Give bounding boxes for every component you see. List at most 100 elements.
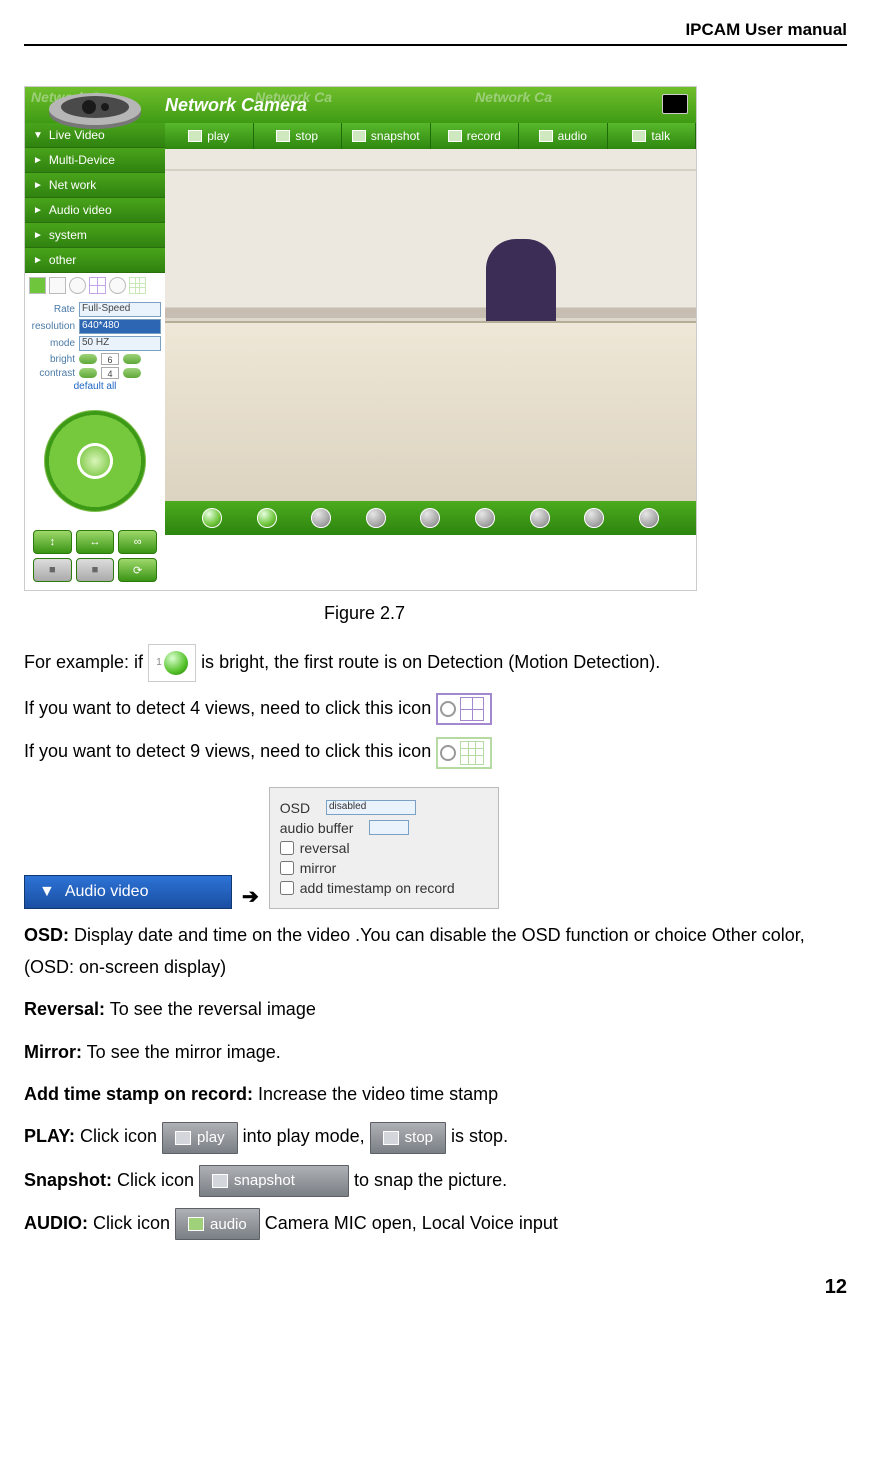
mode-select[interactable]: 50 HZ (79, 336, 161, 351)
reversal-checkbox[interactable] (280, 841, 294, 855)
resolution-select[interactable]: 640*480 (79, 319, 161, 334)
toolbar-snapshot[interactable]: snapshot (342, 123, 431, 149)
collapsed-icon: ► (33, 180, 43, 191)
rate-select[interactable]: Full-Speed (79, 302, 161, 317)
collapsed-icon: ► (33, 155, 43, 166)
sidebar-item-other[interactable]: ► other (25, 248, 165, 273)
view-dot2-icon[interactable] (109, 277, 126, 294)
toolbar-talk[interactable]: talk (608, 123, 697, 149)
sidebar-item-system[interactable]: ►system (25, 223, 165, 248)
contrast-value: 4 (101, 367, 119, 379)
status-led-3[interactable] (311, 508, 331, 528)
ptz-panel (25, 398, 165, 526)
sidebar-label: Audio video (49, 203, 112, 217)
bright-minus[interactable] (79, 354, 97, 364)
status-led-5[interactable] (420, 508, 440, 528)
play-icon (188, 130, 202, 142)
mirror-line: Mirror: To see the mirror image. (24, 1036, 847, 1068)
osd-row: OSD disabled (280, 800, 488, 816)
play-line: PLAY: Click icon play into play mode, st… (24, 1120, 847, 1153)
grid4-chip-icon (436, 693, 492, 725)
arrow-icon: ➔ (242, 884, 259, 909)
default-all-link[interactable]: default all (29, 381, 161, 392)
audio-video-button[interactable]: ▼ Audio video (24, 875, 232, 909)
doc-header: IPCAM User manual (24, 20, 847, 44)
audio-chip[interactable]: audio (175, 1208, 260, 1240)
ctrl-2[interactable]: ↔ (76, 530, 115, 554)
timestamp-checkbox[interactable] (280, 881, 294, 895)
talk-icon (632, 130, 646, 142)
header-rule (24, 44, 847, 46)
mode-label: mode (29, 338, 75, 349)
status-led-7[interactable] (530, 508, 550, 528)
sidebar-item-network[interactable]: ► Net work (25, 173, 165, 198)
popout-icon[interactable] (662, 94, 688, 114)
snapshot-chip[interactable]: snapshot (199, 1165, 349, 1197)
detect9-line: If you want to detect 9 views, need to c… (24, 735, 847, 768)
play-chip[interactable]: play (162, 1122, 238, 1154)
view-4-icon[interactable] (89, 277, 106, 294)
ctrl-4[interactable]: ■ (33, 558, 72, 582)
play-icon (175, 1131, 191, 1145)
bright-value: 6 (101, 353, 119, 365)
view-mode-row (25, 273, 165, 298)
snapshot-line: Snapshot: Click icon snapshot to snap th… (24, 1164, 847, 1197)
stop-chip[interactable]: stop (370, 1122, 446, 1154)
page-number: 12 (24, 1276, 847, 1299)
ptz-control[interactable] (40, 406, 150, 516)
sidebar-label: Net work (49, 178, 96, 192)
settings-panel: RateFull-Speed resolution640*480 mode50 … (25, 298, 165, 398)
osd-select[interactable]: disabled (326, 800, 416, 815)
options-panel: OSD disabled audio buffer reversal mirro… (269, 787, 499, 909)
mirror-checkbox[interactable] (280, 861, 294, 875)
expanded-icon: ▼ (33, 130, 43, 141)
timestamp-line: Add time stamp on record: Increase the v… (24, 1078, 847, 1110)
toolbar-record[interactable]: record (431, 123, 520, 149)
sidebar: ▼Live Video ►Multi-Device ►Net work ►Aud… (25, 123, 165, 590)
snapshot-icon (212, 1174, 228, 1188)
buffer-select[interactable] (369, 820, 409, 835)
mirror-label: mirror (300, 860, 337, 876)
expanded-icon: ▼ (39, 883, 55, 901)
view-9-icon[interactable] (129, 277, 146, 294)
contrast-minus[interactable] (79, 368, 97, 378)
collapsed-icon: ► (33, 255, 43, 266)
bright-label: bright (29, 354, 75, 365)
ctrl-1[interactable]: ↕ (33, 530, 72, 554)
ctrl-6[interactable]: ⟳ (118, 558, 157, 582)
sidebar-label: other (49, 253, 76, 267)
status-led-8[interactable] (584, 508, 604, 528)
collapsed-icon: ► (33, 205, 43, 216)
toolbar: play stop snapshot record audio talk (165, 123, 696, 149)
record-icon (448, 130, 462, 142)
sidebar-item-audio-video[interactable]: ► Audio video (25, 198, 165, 223)
status-bar (165, 501, 696, 535)
detect4-line: If you want to detect 4 views, need to c… (24, 692, 847, 725)
sidebar-label: Multi-Device (49, 153, 115, 167)
audio-icon (539, 130, 553, 142)
reversal-line: Reversal: To see the reversal image (24, 993, 847, 1025)
status-led-9[interactable] (639, 508, 659, 528)
status-led-2[interactable] (257, 508, 277, 528)
toolbar-audio[interactable]: audio (519, 123, 608, 149)
stop-icon (383, 1131, 399, 1145)
status-led-1[interactable] (202, 508, 222, 528)
osd-line: OSD: Display date and time on the video … (24, 919, 847, 984)
contrast-plus[interactable] (123, 368, 141, 378)
figure-caption: Figure 2.7 (24, 603, 847, 624)
rate-label: Rate (29, 304, 75, 315)
toolbar-stop[interactable]: stop (254, 123, 343, 149)
status-led-4[interactable] (366, 508, 386, 528)
control-buttons: ↕ ↔ ∞ ■ ■ ⟳ (25, 526, 165, 590)
bright-plus[interactable] (123, 354, 141, 364)
sidebar-item-multi-device[interactable]: ► Multi-Device (25, 148, 165, 173)
led-chip-icon: 1 (148, 644, 196, 682)
view-dot-icon[interactable] (69, 277, 86, 294)
ctrl-3[interactable]: ∞ (118, 530, 157, 554)
toolbar-play[interactable]: play (165, 123, 254, 149)
buffer-row: audio buffer (280, 820, 488, 836)
view-single-icon[interactable] (29, 277, 46, 294)
ctrl-5[interactable]: ■ (76, 558, 115, 582)
status-led-6[interactable] (475, 508, 495, 528)
view-blank-icon[interactable] (49, 277, 66, 294)
